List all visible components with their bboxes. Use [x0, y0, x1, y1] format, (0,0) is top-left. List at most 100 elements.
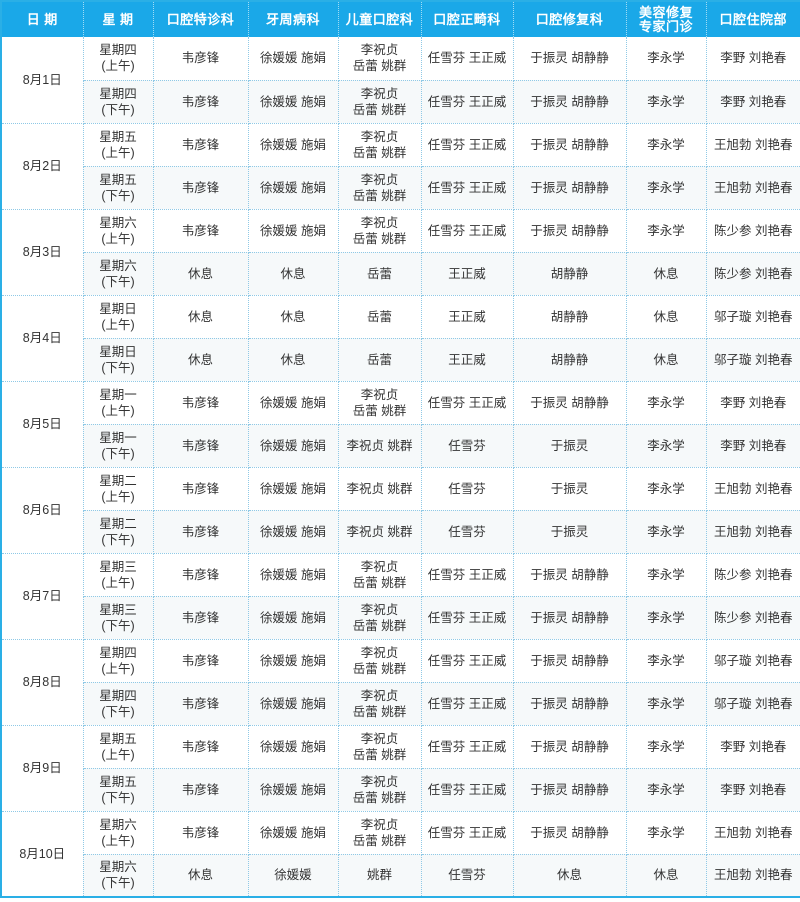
table-row: 8月7日 星期三 (上午) 韦彦锋 徐媛媛 施娟 李祝贞 岳蕾 姚群 任雪芬 王正威 于振灵 胡…	[1, 553, 800, 640]
cell-inpatient: 李野 刘艳春	[706, 424, 800, 468]
table-row: 星期三 (下午) 韦彦锋 徐媛媛 施娟 李祝贞 岳蕾 姚群 任雪芬 王正威 于振灵 胡静静 李永…	[1, 596, 800, 640]
cell-orthodontics: 任雪芬	[421, 510, 514, 554]
cell-periodontics: 徐媛媛 施娟	[248, 510, 339, 554]
cell-date: 8月10日	[1, 811, 84, 898]
cell-cosmetic-expert-clinic: 休息	[626, 252, 707, 296]
cell-prosthodontics: 胡静静	[513, 295, 627, 339]
cell-periodontics: 徐媛媛 施娟	[248, 37, 339, 81]
cell-pediatric-dentistry: 李祝贞 岳蕾 姚群	[338, 166, 422, 210]
cell-pediatric-dentistry: 姚群	[338, 854, 422, 897]
header-line-2: 专家门诊	[638, 18, 693, 34]
weekday-name: 星期二	[99, 473, 137, 488]
cell-prosthodontics: 于振灵 胡静静	[513, 725, 627, 769]
table-row: 8月5日 星期一 (上午) 韦彦锋 徐媛媛 施娟 李祝贞 岳蕾 姚群 任雪芬 王正威 于振灵 胡…	[1, 381, 800, 468]
cell-cosmetic-expert-clinic: 休息	[626, 854, 707, 897]
table-row: 星期四 (下午) 韦彦锋 徐媛媛 施娟 李祝贞 岳蕾 姚群 任雪芬 王正威 于振灵 胡静静 李永…	[1, 80, 800, 124]
cell-inpatient: 王旭勃 刘艳春	[706, 166, 800, 210]
table-row: 星期一 (下午) 韦彦锋 徐媛媛 施娟 李祝贞 姚群 任雪芬 于振灵 李永学 李野 刘艳春	[1, 424, 800, 468]
weekday-name: 星期三	[99, 602, 137, 617]
cell-orthodontics: 任雪芬	[421, 424, 514, 468]
cell-orthodontics: 任雪芬 王正威	[421, 381, 514, 425]
column-header-inpatient: 口腔住院部	[706, 1, 800, 37]
cell-orthodontics: 任雪芬 王正威	[421, 209, 514, 253]
cell-orthodontics: 任雪芬 王正威	[421, 596, 514, 640]
table-row: 8月6日 星期二 (上午) 韦彦锋 徐媛媛 施娟 李祝贞 姚群 任雪芬 于振灵 李永学 王旭勃 刘…	[1, 467, 800, 554]
cell-periodontics: 徐媛媛 施娟	[248, 209, 339, 253]
cell-pediatric-dentistry: 岳蕾	[338, 252, 422, 296]
staff-line: 岳蕾 姚群	[352, 618, 407, 633]
staff-line: 李祝贞	[360, 129, 399, 144]
cell-weekday: 星期日 (上午)	[83, 295, 154, 339]
cell-orthodontics: 任雪芬	[421, 467, 514, 511]
cell-prosthodontics: 于振灵 胡静静	[513, 209, 627, 253]
cell-special-clinic: 韦彦锋	[153, 768, 249, 812]
cell-orthodontics: 任雪芬 王正威	[421, 553, 514, 597]
cell-prosthodontics: 于振灵 胡静静	[513, 80, 627, 124]
cell-special-clinic: 韦彦锋	[153, 510, 249, 554]
cell-periodontics: 徐媛媛 施娟	[248, 682, 339, 726]
cell-pediatric-dentistry: 李祝贞 岳蕾 姚群	[338, 381, 422, 425]
cell-pediatric-dentistry: 李祝贞 姚群	[338, 467, 422, 511]
weekday-name: 星期一	[99, 387, 137, 402]
cell-cosmetic-expert-clinic: 李永学	[626, 768, 707, 812]
cell-inpatient: 陈少参 刘艳春	[706, 209, 800, 253]
cell-prosthodontics: 于振灵 胡静静	[513, 596, 627, 640]
staff-line: 李祝贞	[360, 86, 399, 101]
cell-inpatient: 王旭勃 刘艳春	[706, 123, 800, 167]
cell-pediatric-dentistry: 岳蕾	[338, 295, 422, 339]
weekday-session: (下午)	[101, 790, 135, 805]
weekday-name: 星期二	[99, 516, 137, 531]
cell-pediatric-dentistry: 李祝贞 岳蕾 姚群	[338, 596, 422, 640]
staff-line: 李祝贞	[360, 559, 399, 574]
cell-special-clinic: 休息	[153, 295, 249, 339]
cell-inpatient: 王旭勃 刘艳春	[706, 467, 800, 511]
weekday-name: 星期一	[99, 430, 137, 445]
cell-weekday: 星期二 (上午)	[83, 467, 154, 511]
cell-inpatient: 陈少参 刘艳春	[706, 252, 800, 296]
table-row: 星期六 (下午) 休息 休息 岳蕾 王正威 胡静静 休息 陈少参 刘艳春	[1, 252, 800, 296]
cell-prosthodontics: 于振灵 胡静静	[513, 768, 627, 812]
staff-line: 李祝贞	[360, 731, 399, 746]
weekday-session: (下午)	[101, 360, 135, 375]
weekday-name: 星期六	[99, 215, 137, 230]
staff-line: 李祝贞	[360, 817, 399, 832]
weekday-session: (上午)	[101, 403, 135, 418]
cell-weekday: 星期六 (下午)	[83, 854, 154, 897]
weekday-session: (上午)	[101, 489, 135, 504]
cell-cosmetic-expert-clinic: 李永学	[626, 639, 707, 683]
cell-orthodontics: 任雪芬 王正威	[421, 166, 514, 210]
weekday-session: (上午)	[101, 145, 135, 160]
cell-orthodontics: 任雪芬 王正威	[421, 682, 514, 726]
cell-pediatric-dentistry: 岳蕾	[338, 338, 422, 382]
cell-weekday: 星期三 (上午)	[83, 553, 154, 597]
staff-line: 岳蕾 姚群	[352, 704, 407, 719]
cell-weekday: 星期六 (上午)	[83, 209, 154, 253]
cell-date: 8月7日	[1, 553, 84, 640]
weekday-session: (下午)	[101, 446, 135, 461]
cell-pediatric-dentistry: 李祝贞 岳蕾 姚群	[338, 37, 422, 81]
staff-line: 岳蕾 姚群	[352, 102, 407, 117]
staff-line: 李祝贞	[360, 387, 399, 402]
weekday-name: 星期五	[99, 129, 137, 144]
weekday-name: 星期四	[99, 43, 137, 58]
cell-weekday: 星期五 (下午)	[83, 166, 154, 210]
cell-periodontics: 休息	[248, 295, 339, 339]
cell-pediatric-dentistry: 李祝贞 岳蕾 姚群	[338, 209, 422, 253]
table-row: 星期五 (下午) 韦彦锋 徐媛媛 施娟 李祝贞 岳蕾 姚群 任雪芬 王正威 于振灵 胡静静 李永…	[1, 166, 800, 210]
cell-prosthodontics: 于振灵	[513, 467, 627, 511]
cell-pediatric-dentistry: 李祝贞 岳蕾 姚群	[338, 725, 422, 769]
cell-date: 8月5日	[1, 381, 84, 468]
cell-cosmetic-expert-clinic: 李永学	[626, 725, 707, 769]
cell-weekday: 星期六 (上午)	[83, 811, 154, 855]
cell-cosmetic-expert-clinic: 李永学	[626, 123, 707, 167]
cell-weekday: 星期四 (下午)	[83, 682, 154, 726]
cell-date: 8月8日	[1, 639, 84, 726]
cell-periodontics: 徐媛媛 施娟	[248, 768, 339, 812]
weekday-name: 星期三	[99, 559, 137, 574]
staff-line: 岳蕾 姚群	[352, 145, 407, 160]
cell-prosthodontics: 于振灵	[513, 424, 627, 468]
table-row: 8月9日 星期五 (上午) 韦彦锋 徐媛媛 施娟 李祝贞 岳蕾 姚群 任雪芬 王正威 于振灵 胡…	[1, 725, 800, 812]
cell-periodontics: 徐媛媛 施娟	[248, 639, 339, 683]
table-body: 8月1日 星期四 (上午) 韦彦锋 徐媛媛 施娟 李祝贞 岳蕾 姚群 任雪芬 王正威 于振灵 胡…	[1, 37, 800, 898]
